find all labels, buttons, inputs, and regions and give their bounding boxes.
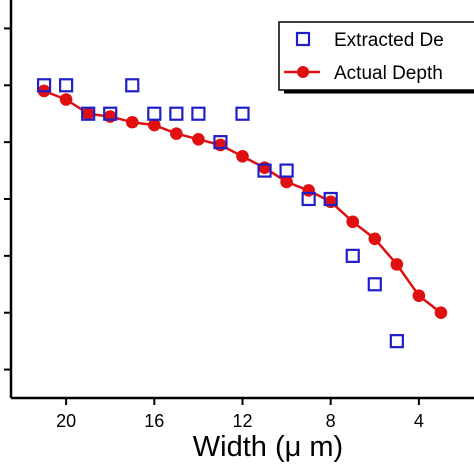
actual-depth-point bbox=[390, 258, 404, 271]
actual-depth-point bbox=[236, 150, 249, 163]
legend: Extracted De Actual Depth bbox=[278, 21, 474, 94]
actual-depth-point bbox=[170, 127, 183, 140]
actual-depth-point bbox=[412, 289, 426, 302]
extracted-depth-point bbox=[367, 277, 382, 292]
extracted-depth-point bbox=[213, 135, 228, 150]
actual-depth-point bbox=[258, 161, 271, 175]
extracted-depth-point bbox=[301, 191, 316, 207]
extracted-depth-point bbox=[235, 106, 250, 121]
actual-depth-point bbox=[324, 195, 337, 209]
legend-marker-actual bbox=[297, 66, 309, 78]
actual-depth-point bbox=[81, 107, 95, 121]
actual-depth-point bbox=[103, 110, 117, 123]
x-tick-label: 20 bbox=[56, 411, 76, 431]
extracted-depth-point bbox=[345, 248, 360, 263]
actual-depth-point bbox=[302, 184, 315, 197]
x-tick-label: 8 bbox=[326, 411, 336, 431]
legend-marker-extracted bbox=[295, 31, 311, 47]
actual-depth-point bbox=[346, 215, 360, 229]
x-ticks: 20 16 12 8 4 bbox=[56, 398, 424, 431]
actual-depth-point bbox=[192, 133, 205, 146]
extracted-depth-point bbox=[389, 334, 404, 349]
extracted-depth-point bbox=[36, 78, 52, 93]
extracted-depth-point bbox=[191, 106, 206, 121]
extracted-depth-point bbox=[103, 106, 118, 121]
actual-depth-point bbox=[280, 175, 293, 189]
actual-depth-point bbox=[125, 115, 139, 129]
actual-depth-point bbox=[368, 232, 382, 246]
actual-depth-point bbox=[148, 118, 161, 132]
extracted-depth-point bbox=[279, 163, 294, 178]
legend-label-actual: Actual Depth bbox=[334, 63, 443, 84]
x-tick-label: 4 bbox=[414, 411, 424, 431]
y-ticks bbox=[4, 27, 11, 371]
extracted-depth-point bbox=[323, 191, 338, 207]
actual-depth-point bbox=[434, 306, 448, 320]
x-tick-label: 16 bbox=[144, 411, 164, 431]
extracted-depth-point bbox=[59, 78, 74, 93]
extracted-depth-point bbox=[81, 106, 96, 121]
x-axis-title: Width (μ m) bbox=[193, 431, 343, 463]
legend-label-extracted: Extracted De bbox=[334, 30, 444, 51]
series-layer bbox=[36, 78, 448, 349]
extracted-depth-point bbox=[147, 106, 162, 121]
x-tick-label: 12 bbox=[232, 411, 252, 431]
extracted-depth-point bbox=[169, 106, 184, 121]
actual-depth-point bbox=[214, 138, 227, 152]
actual-depth-point bbox=[59, 93, 73, 106]
legend-box bbox=[278, 21, 474, 91]
extracted-depth-point bbox=[125, 78, 140, 93]
extracted-depth-point bbox=[257, 163, 272, 178]
